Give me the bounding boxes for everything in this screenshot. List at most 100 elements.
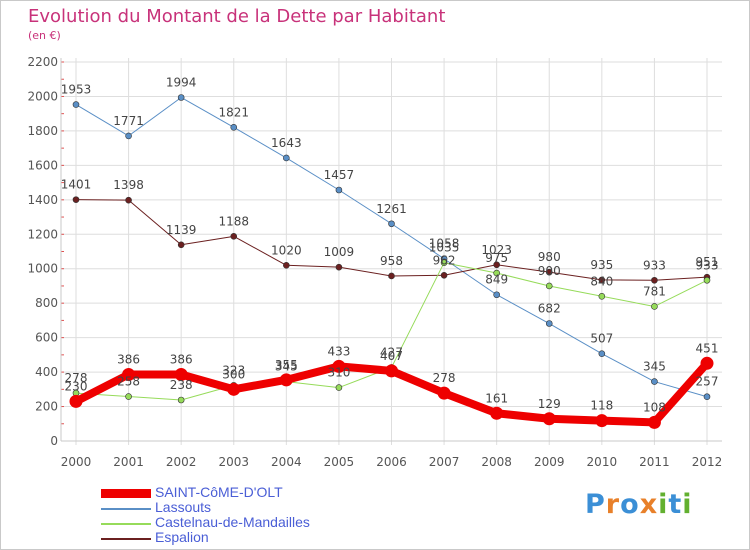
data-label-castelnau-de-mandailles: 278	[65, 371, 88, 385]
data-label-espalion: 980	[538, 250, 561, 264]
data-label-espalion: 1020	[271, 243, 302, 257]
data-label-lassouts: 1994	[166, 75, 197, 89]
data-label-castelnau-de-mandailles: 781	[643, 284, 666, 298]
chart-subtitle: (en €)	[28, 29, 61, 42]
logo-letter: t	[668, 489, 683, 520]
logo-letter: o	[620, 489, 640, 520]
legend-label: SAINT-CôME-D'OLT	[155, 484, 283, 500]
data-point-espalion	[230, 233, 238, 240]
data-label-castelnau-de-mandailles: 933	[696, 258, 719, 272]
data-point-lassouts	[545, 320, 553, 327]
logo-letter: i	[658, 489, 669, 520]
y-tick-label: 0	[50, 434, 58, 448]
data-point-lassouts	[283, 154, 290, 162]
data-label-saint-c-me-d-olt: 407	[380, 349, 403, 363]
y-tick-label: 1000	[27, 262, 58, 276]
data-point-saint-c-me-d-olt	[700, 356, 714, 370]
data-point-saint-c-me-d-olt	[122, 368, 136, 382]
data-point-espalion	[598, 276, 606, 284]
logo-letter: P	[585, 489, 606, 520]
x-tick-label: 2004	[271, 455, 302, 469]
data-label-saint-c-me-d-olt: 108	[643, 400, 666, 414]
legend-label: Castelnau-de-Mandailles	[155, 514, 310, 530]
data-label-castelnau-de-mandailles: 310	[327, 366, 350, 380]
data-point-saint-c-me-d-olt	[332, 359, 346, 373]
data-label-lassouts: 1771	[113, 114, 144, 128]
data-label-castelnau-de-mandailles: 345	[275, 360, 298, 374]
legend-swatch	[101, 538, 151, 540]
x-tick-label: 2007	[429, 455, 460, 469]
x-tick-label: 2009	[534, 455, 565, 469]
data-label-lassouts: 1953	[61, 83, 92, 97]
data-label-espalion: 1023	[481, 243, 512, 257]
data-point-castelnau-de-mandailles	[703, 276, 711, 284]
data-label-lassouts: 1821	[218, 105, 249, 119]
y-tick-label: 1600	[27, 158, 58, 172]
data-point-castelnau-de-mandailles	[177, 396, 185, 404]
x-tick-label: 2000	[61, 455, 92, 469]
x-tick-label: 2006	[376, 455, 407, 469]
data-label-espalion: 951	[696, 255, 719, 269]
data-point-saint-c-me-d-olt	[279, 373, 293, 387]
x-tick-label: 2010	[587, 455, 618, 469]
data-label-espalion: 1188	[218, 214, 249, 228]
x-tick-label: 2005	[324, 455, 355, 469]
data-point-saint-c-me-d-olt	[647, 415, 661, 429]
x-tick-label: 2008	[481, 455, 512, 469]
y-tick-label: 200	[35, 400, 58, 414]
data-point-castelnau-de-mandailles	[545, 282, 553, 290]
data-label-espalion: 935	[590, 258, 613, 272]
data-label-espalion: 1139	[166, 223, 197, 237]
data-point-lassouts	[703, 393, 711, 401]
data-label-saint-c-me-d-olt: 230	[65, 379, 88, 393]
data-point-espalion	[72, 196, 80, 203]
data-point-lassouts	[125, 132, 132, 140]
data-point-lassouts	[598, 350, 606, 357]
data-label-lassouts: 1058	[429, 237, 460, 251]
logo-letter: i	[682, 489, 693, 520]
data-label-espalion: 958	[380, 254, 403, 268]
legend-label: Espalion	[155, 529, 209, 545]
data-point-saint-c-me-d-olt	[437, 386, 451, 400]
data-label-lassouts: 257	[696, 375, 719, 389]
data-label-espalion: 962	[433, 253, 456, 267]
data-label-saint-c-me-d-olt: 386	[117, 353, 140, 367]
data-label-saint-c-me-d-olt: 386	[170, 353, 193, 367]
logo-letter: r	[605, 489, 621, 520]
data-label-saint-c-me-d-olt: 451	[696, 341, 719, 355]
data-label-saint-c-me-d-olt: 300	[222, 367, 245, 381]
data-point-saint-c-me-d-olt	[69, 394, 83, 408]
data-label-lassouts: 849	[485, 273, 508, 287]
data-point-saint-c-me-d-olt	[542, 412, 556, 426]
data-point-lassouts	[493, 291, 500, 299]
proxiti-logo: Proxiti	[585, 489, 693, 520]
data-point-castelnau-de-mandailles	[598, 292, 606, 300]
data-label-lassouts: 345	[643, 360, 666, 374]
data-point-saint-c-me-d-olt	[595, 414, 609, 428]
data-point-lassouts	[388, 220, 395, 228]
data-label-castelnau-de-mandailles: 258	[117, 375, 140, 389]
data-label-castelnau-de-mandailles: 1035	[429, 241, 460, 255]
y-tick-label: 2000	[27, 89, 58, 103]
data-point-saint-c-me-d-olt	[385, 364, 398, 378]
data-point-saint-c-me-d-olt	[227, 382, 241, 396]
data-point-lassouts	[335, 186, 343, 194]
x-tick-label: 2003	[218, 455, 249, 469]
data-label-espalion: 1398	[113, 178, 144, 192]
data-label-saint-c-me-d-olt: 118	[590, 399, 613, 413]
x-tick-label: 2011	[639, 455, 670, 469]
data-point-castelnau-de-mandailles	[651, 303, 658, 310]
y-tick-label: 2200	[27, 55, 58, 69]
legend-swatch	[101, 489, 151, 498]
data-point-castelnau-de-mandailles	[440, 259, 448, 266]
data-label-saint-c-me-d-olt: 355	[275, 358, 298, 372]
y-tick-label: 1400	[27, 193, 58, 207]
data-point-espalion	[335, 263, 343, 271]
data-label-saint-c-me-d-olt: 129	[538, 397, 561, 411]
data-point-espalion	[125, 196, 132, 204]
data-label-espalion: 1401	[61, 178, 92, 192]
legend-swatch	[101, 523, 151, 525]
data-point-saint-c-me-d-olt	[490, 406, 504, 420]
